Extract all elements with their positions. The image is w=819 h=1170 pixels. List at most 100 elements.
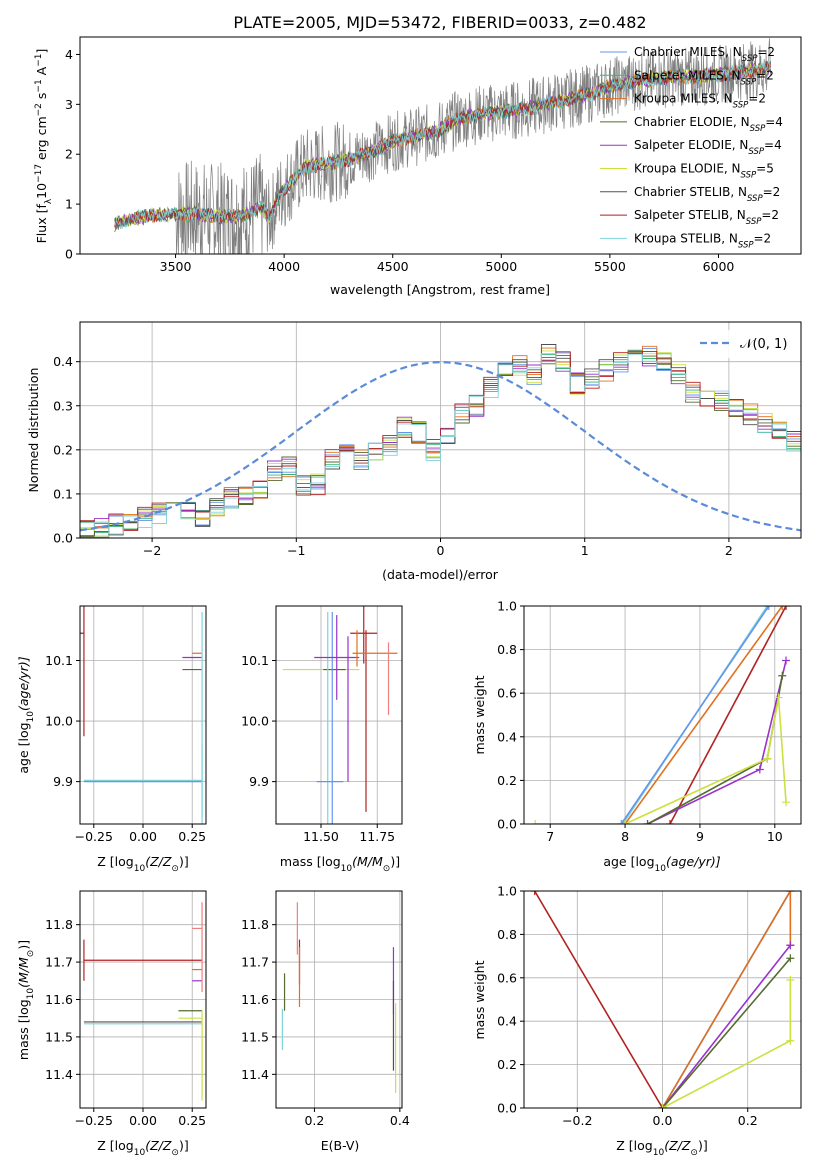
label-part: mass [log [16, 999, 31, 1060]
data-point-marker [786, 954, 795, 963]
x-tick-label: 0.00 [129, 1113, 157, 1128]
legend-label: Kroupa ELODIE, NSSP=5 [634, 162, 774, 181]
label-part: 10 [653, 1148, 665, 1158]
y-tick-label: 0.4 [497, 729, 517, 744]
series-line [647, 675, 784, 824]
legend-label: Salpeter MILES, NSSP=2 [634, 68, 774, 87]
x-axis-label: E(B-V) [321, 1138, 360, 1153]
label-part: (Z/Z [664, 1138, 691, 1153]
axes-frame [523, 605, 802, 825]
x-tick-label: 4500 [377, 259, 409, 274]
y-tick-label: 11.6 [241, 992, 269, 1007]
y-tick-label: 10.1 [45, 653, 73, 668]
y-tick-label: 3 [65, 97, 73, 112]
legend-label: Salpeter ELODIE, NSSP=4 [634, 138, 782, 157]
x-tick-label: 10 [767, 829, 783, 844]
y-tick-label: 1 [65, 197, 73, 212]
legend-label: Kroupa STELIB, NSSP=2 [634, 231, 771, 250]
histogram-step [80, 353, 801, 535]
y-tick-label: 9.9 [53, 774, 73, 789]
series-line [535, 697, 787, 824]
label-part: −1 [34, 54, 44, 67]
age-vs-metallicity-panel: −0.25 0.00 0.259.910.010.1Z [log10(Z/Z⊙)]a… [16, 605, 207, 874]
plot-area [530, 891, 795, 1108]
legend-name: Chabrier MILES, N [634, 45, 742, 59]
label-part: )] [179, 854, 189, 869]
label-part: −17 [34, 164, 44, 183]
y-tick-label: 0.0 [497, 817, 517, 832]
data-point-marker [782, 798, 791, 807]
y-tick-label: 11.5 [241, 1029, 269, 1044]
y-tick-label: 10.0 [45, 714, 73, 729]
legend-name: Salpeter MILES, N [634, 68, 741, 82]
y-tick-label: 11.6 [45, 992, 73, 1007]
data-point-marker [621, 820, 630, 824]
y-tick-label: 0.3 [53, 398, 73, 413]
x-tick-label: 0.2 [738, 1113, 758, 1128]
x-axis-label: (data-model)/error [382, 567, 499, 582]
label-part: −2 [34, 103, 44, 116]
label-part: age [log [603, 854, 654, 869]
legend-name: Kroupa MILES, N [634, 92, 733, 106]
y-tick-label: 1.0 [497, 884, 517, 899]
y-tick-label: 1.0 [497, 599, 517, 614]
data-point-marker [617, 820, 626, 824]
legend-name: Salpeter STELIB, N [634, 208, 746, 222]
series-line [647, 660, 787, 824]
label-part: ⊙ [171, 1148, 179, 1158]
model-spectrum-line [114, 60, 771, 230]
label-part: Z [log [97, 1138, 133, 1153]
legend-nssp: =2 [763, 185, 781, 199]
legend-sub: SSP [742, 54, 758, 64]
x-tick-label: 0.0 [653, 1113, 673, 1128]
x-tick-label: 5000 [485, 259, 517, 274]
y-tick-label: 10.0 [241, 714, 269, 729]
age-vs-mass-panel: 11.50 11.75 9.9 10.0 10.1 mass [log10(M/M⊙)] [241, 605, 403, 874]
x-tick-label: 3500 [160, 259, 192, 274]
data-point-marker [778, 606, 787, 610]
y-tick-label: 0.4 [497, 1014, 517, 1029]
data-point-marker [782, 656, 791, 665]
data-point-marker [665, 820, 674, 824]
y-tick-label: 11.8 [45, 917, 73, 932]
label-part: ⊙ [690, 1148, 698, 1158]
legend-sub: SSP [733, 101, 749, 111]
label-part: 10 [655, 864, 667, 874]
label-part: s [34, 93, 49, 104]
data-point-marker [531, 820, 540, 824]
x-axis-label: Z [log10(Z/Z⊙)] [97, 1138, 188, 1158]
y-axis-label: Flux [fλ10−17 erg cm−2 s−1 A−1] [34, 49, 54, 244]
x-tick-label: 4000 [268, 259, 300, 274]
label-part: ⊙ [383, 864, 391, 874]
y-tick-label: 0.2 [497, 1057, 517, 1072]
y-tick-label: 0.6 [497, 686, 517, 701]
data-point-marker [774, 693, 783, 702]
x-tick-label: 8 [621, 829, 629, 844]
y-tick-label: 2 [65, 147, 73, 162]
label-part: (M/M [16, 957, 31, 988]
plot-area [83, 902, 203, 1101]
data-point-marker [786, 1036, 795, 1045]
y-tick-label: 0.8 [497, 927, 517, 942]
data-point-marker [658, 1104, 667, 1108]
y-axis-label: mass weight [472, 675, 487, 754]
figure-title: PLATE=2005, MJD=53472, FIBERID=0033, z=0… [233, 13, 646, 32]
y-tick-label: 0.6 [497, 970, 517, 985]
legend-nssp: =5 [756, 162, 774, 176]
data-point-marker [782, 606, 791, 610]
massweight-vs-metallicity-panel: −0.2 0.0 0.2 0.0 0.2 0.4 0.6 0.8 1.0 Z [log10(Z/Z… [472, 884, 802, 1158]
label-part: Z [log [616, 1138, 652, 1153]
x-axis-label: Z [log10(Z/Z⊙)] [616, 1138, 707, 1158]
label-part: 10 [134, 864, 146, 874]
residual-histogram-panel: −2 −1 0 1 2 0.0 0.1 0.2 0.3 0.4 𝒩(0, 1) (data-model… [26, 321, 802, 582]
series-line [533, 891, 664, 1108]
legend-name: Chabrier STELIB, N [634, 185, 747, 199]
legend-name: Kroupa ELODIE, N [634, 162, 741, 176]
x-tick-label: −2 [143, 543, 161, 558]
legend-label: Salpeter STELIB, NSSP=2 [634, 208, 779, 227]
label-part: 10 [26, 711, 36, 723]
plot-area [80, 344, 801, 538]
x-axis-label: wavelength [Angstrom, rest frame] [330, 282, 550, 297]
y-axis-label: mass [log10(M/M⊙)] [16, 940, 36, 1060]
label-part: )] [390, 854, 400, 869]
